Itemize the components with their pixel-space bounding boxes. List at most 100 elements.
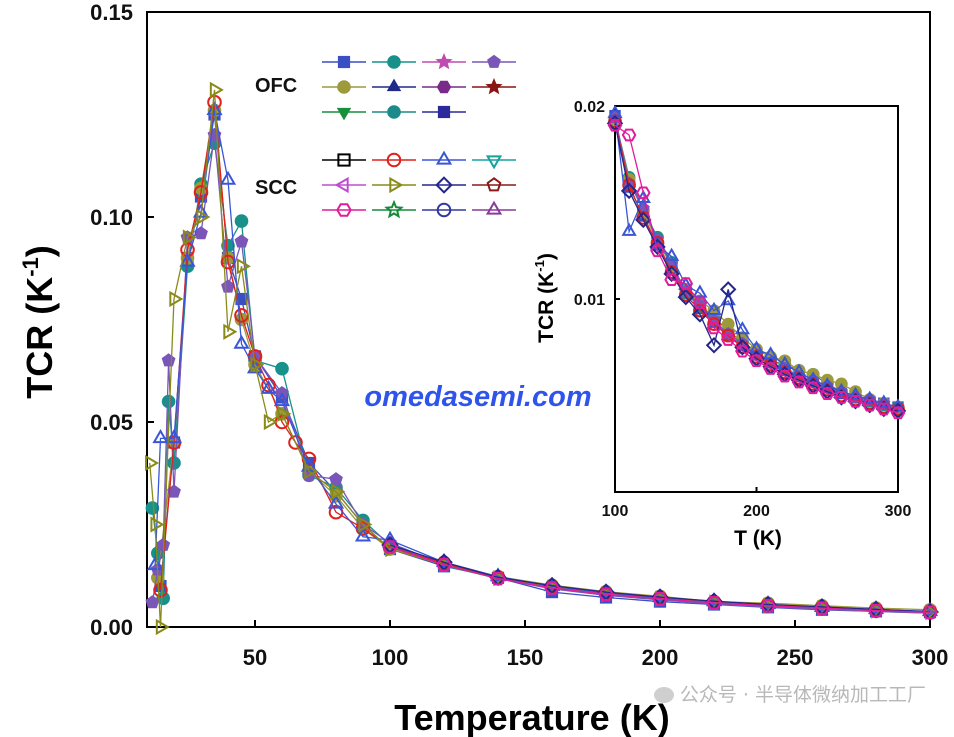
main-point	[922, 605, 938, 619]
main-point-shape	[145, 595, 160, 609]
main-point	[145, 454, 160, 472]
main-point-shape	[146, 556, 164, 571]
main-x-tick-label: 250	[777, 645, 814, 670]
inset-point-shape	[720, 333, 736, 346]
main-point	[234, 214, 249, 228]
inset-point	[621, 128, 637, 142]
main-point	[209, 81, 224, 99]
main-point	[223, 323, 238, 340]
inset-point-shape	[848, 394, 863, 408]
legend-marker-shape	[435, 52, 453, 70]
main-y-tick-label: 0.15	[90, 0, 133, 25]
inset-point-shape	[721, 328, 736, 343]
inset-point	[649, 238, 666, 256]
inset-point-shape	[735, 344, 750, 358]
main-point-shape	[331, 483, 346, 500]
inset-point-shape	[791, 375, 807, 389]
inset-point-shape	[692, 296, 708, 310]
inset-point	[819, 377, 835, 391]
legend-marker-shape	[389, 176, 404, 194]
legend-marker-shape	[334, 176, 349, 194]
legend-marker	[387, 105, 401, 119]
legend-marker-shape	[486, 177, 502, 192]
main-point-shape	[236, 258, 251, 275]
inset-point-shape	[862, 390, 878, 404]
main-point	[196, 208, 211, 226]
inset-point	[876, 402, 892, 416]
main-series-scc-5	[382, 540, 938, 619]
main-point-shape	[275, 361, 289, 376]
main-x-tick-label: 300	[912, 645, 949, 670]
inset-point-shape	[649, 238, 666, 256]
legend-marker	[436, 80, 452, 94]
inset-point-shape	[876, 394, 892, 408]
main-plot-frame	[146, 11, 931, 628]
inset-point	[706, 301, 722, 316]
inset-point-shape	[664, 273, 679, 287]
legend-marker	[486, 177, 502, 192]
main-point	[304, 463, 319, 480]
main-point	[868, 603, 884, 618]
legend-marker-shape	[337, 80, 351, 94]
legend-marker-shape	[487, 54, 501, 68]
main-point-shape	[706, 596, 722, 610]
main-point-shape	[760, 598, 776, 613]
main-point	[145, 501, 160, 515]
inset-point	[621, 222, 637, 236]
main-point-shape	[145, 501, 160, 515]
main-point-shape	[161, 394, 176, 409]
main-point	[155, 618, 170, 636]
inset-y-axis-title-end: )	[535, 253, 558, 260]
inset-point-shape	[693, 303, 707, 318]
inset-point	[862, 398, 878, 412]
main-point-shape	[922, 605, 938, 619]
inset-point	[833, 382, 850, 397]
inset-point-shape	[833, 382, 850, 397]
inset-point	[635, 186, 651, 200]
inset-point-shape	[763, 362, 778, 375]
main-point-shape	[145, 454, 160, 472]
main-point-shape	[544, 581, 560, 595]
main-point	[235, 292, 248, 306]
main-point-shape	[150, 516, 165, 533]
main-point	[598, 587, 614, 601]
main-point-shape	[273, 392, 291, 407]
inset-y-tick-label: 0.02	[574, 99, 605, 116]
inset-point-shape	[876, 402, 892, 416]
inset-y-tick-label: 0.01	[574, 292, 605, 309]
inset-point	[848, 394, 863, 408]
legend-marker	[386, 152, 402, 168]
inset-point	[777, 369, 793, 383]
main-point-shape	[196, 208, 211, 226]
legend-group-ofc-label: OFC	[255, 75, 297, 97]
main-point-shape	[598, 587, 614, 601]
inset-point	[763, 362, 778, 375]
inset-point	[635, 211, 652, 229]
legend-marker	[337, 153, 351, 167]
inset-point-shape	[819, 387, 835, 400]
inset-point-shape	[635, 211, 652, 229]
main-point-shape	[304, 463, 319, 480]
main-point	[219, 170, 237, 185]
main-ticks: 50 100 150 200 250 300 0.00 0.05 0.10 0.15	[90, 0, 948, 670]
inset-point	[862, 390, 878, 404]
inset-point	[664, 273, 679, 287]
legend-marker	[336, 107, 352, 121]
legend-marker-shape	[387, 105, 401, 119]
legend-marker	[387, 55, 401, 69]
inset-point-shape	[706, 301, 722, 316]
inset-point	[805, 381, 821, 395]
legend-marker-shape	[435, 150, 453, 165]
legend-marker	[336, 203, 352, 217]
main-point	[179, 252, 196, 267]
main-point-shape	[652, 591, 668, 606]
legend-marker-shape	[386, 78, 402, 92]
main-line-scc-4	[389, 544, 931, 613]
wechat-icon	[653, 687, 674, 703]
inset-point	[705, 337, 723, 354]
main-point	[236, 258, 251, 275]
main-point	[490, 571, 506, 586]
main-point	[169, 290, 184, 308]
legend-marker-shape	[485, 155, 503, 170]
inset-point-shape	[834, 391, 849, 404]
